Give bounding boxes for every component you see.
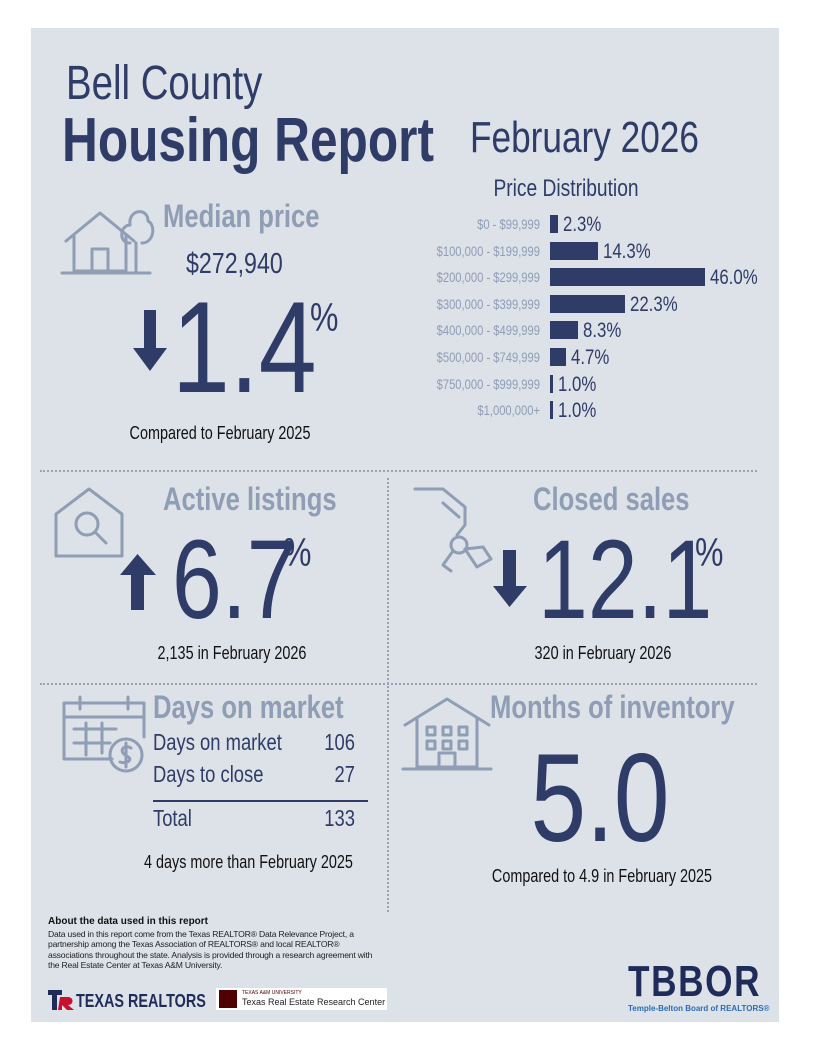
- bar-label: $200,000 - $299,999: [436, 269, 540, 286]
- building-icon: [401, 697, 493, 771]
- bar-label: $1,000,000+: [477, 402, 540, 419]
- median-value: $272,940: [186, 248, 283, 280]
- up-arrow: [120, 554, 156, 610]
- bar-label: $300,000 - $399,999: [436, 295, 540, 312]
- bar: [550, 401, 554, 420]
- bar-value: 46.0%: [710, 266, 758, 290]
- bar-value: 4.7%: [570, 346, 610, 369]
- dom-title: Days on market: [153, 689, 344, 725]
- dom-total-label: Total: [153, 805, 192, 831]
- county: Bell County: [66, 57, 263, 110]
- bar-label: $400,000 - $499,999: [436, 322, 540, 339]
- moi-title: Months of inventory: [490, 689, 735, 725]
- median-title: Median price: [163, 198, 320, 234]
- tr-mark: [48, 990, 74, 1010]
- moi-value: 5.0: [530, 729, 670, 868]
- bar-label: $0 - $99,999: [477, 216, 540, 232]
- bar-value: 1.0%: [558, 399, 597, 423]
- divider: [40, 683, 757, 685]
- active-title: Active listings: [163, 481, 337, 517]
- bar-value: 1.0%: [558, 372, 597, 396]
- divider: [387, 478, 389, 912]
- panel: [31, 28, 779, 1022]
- bar-label: $750,000 - $999,999: [436, 375, 540, 392]
- dom-note: 4 days more than February 2025: [144, 852, 353, 872]
- dom-row-value: 27: [334, 761, 355, 787]
- bar-value: 14.3%: [603, 239, 651, 263]
- closed-unit: %: [695, 531, 724, 575]
- bar: [550, 348, 566, 366]
- bar-label: $100,000 - $199,999: [436, 242, 540, 259]
- bar-label: $500,000 - $749,999: [436, 349, 540, 365]
- active-unit: %: [283, 531, 312, 575]
- tamu-small: TEXAS A&M UNIVERSITY: [242, 990, 302, 996]
- down-arrow: [493, 550, 527, 607]
- tamu-name: Texas Real Estate Research Center: [242, 997, 386, 1007]
- house-icon: [60, 210, 155, 275]
- dist-title: Price Distribution: [493, 175, 639, 202]
- median-unit: %: [310, 296, 339, 340]
- logo-right: TBBOR: [628, 957, 762, 1006]
- down-arrow: [133, 310, 167, 371]
- median-note: Compared to February 2025: [129, 423, 311, 443]
- active-note: 2,135 in February 2026: [157, 643, 307, 663]
- closed-change: 12.1: [538, 517, 713, 642]
- keys-icon: [413, 487, 493, 573]
- logo-right-sub: Temple-Belton Board of REALTORS®: [628, 1004, 770, 1013]
- logo-left: TEXAS REALTORS: [76, 991, 206, 1011]
- bar: [550, 321, 578, 340]
- bar-value: 8.3%: [582, 319, 622, 343]
- moi-note: Compared to 4.9 in February 2025: [491, 866, 713, 886]
- tamu-box: [216, 988, 387, 1010]
- closed-title: Closed sales: [533, 481, 690, 517]
- search-house-icon: [54, 487, 124, 558]
- bar-value: 2.3%: [562, 213, 602, 236]
- bar: [550, 241, 599, 260]
- bar: [550, 215, 558, 233]
- bar: [550, 374, 554, 393]
- bar-value: 22.3%: [630, 292, 678, 316]
- bar: [550, 294, 626, 313]
- divider: [40, 470, 757, 472]
- active-change: 6.7: [172, 517, 297, 642]
- dom-row-value: 106: [324, 729, 355, 755]
- rule: [153, 800, 368, 802]
- footer-text: Data used in this report come from the T…: [48, 929, 373, 970]
- median-change: 1.4: [172, 274, 317, 420]
- footer-heading: About the data used in this report: [48, 916, 209, 927]
- bar: [550, 268, 705, 287]
- tamu-mark: [219, 990, 237, 1008]
- title: Housing Report: [62, 106, 434, 175]
- calendar-icon: [62, 695, 146, 773]
- dom-row-label: Days to close: [153, 761, 264, 787]
- period: February 2026: [470, 113, 699, 162]
- dom-row-label: Days on market: [153, 729, 282, 755]
- closed-note: 320 in February 2026: [534, 643, 672, 663]
- dom-total-value: 133: [324, 805, 355, 831]
